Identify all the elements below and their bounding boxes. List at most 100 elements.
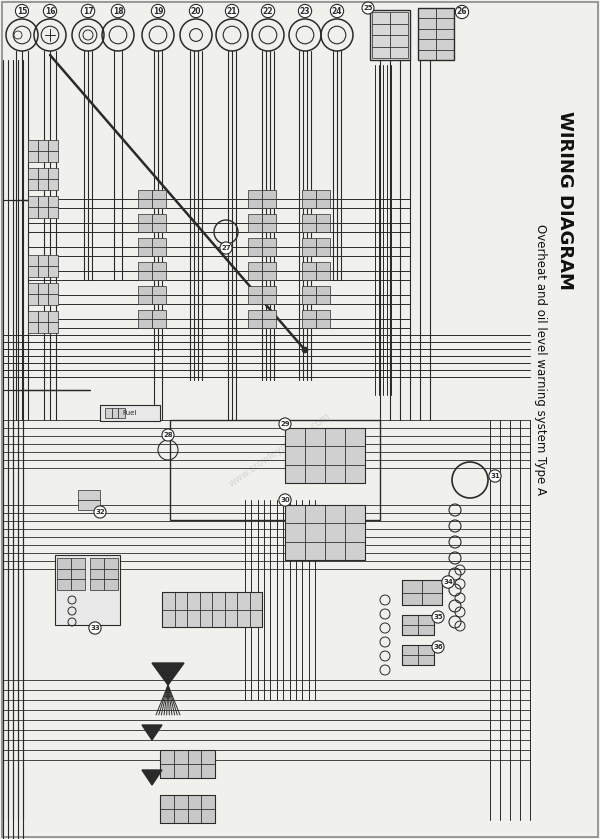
Bar bbox=[402, 580, 422, 592]
Bar bbox=[174, 750, 187, 764]
Bar bbox=[436, 18, 454, 29]
Bar bbox=[28, 207, 38, 218]
Bar bbox=[138, 286, 152, 295]
Bar bbox=[418, 645, 434, 655]
Bar bbox=[187, 609, 199, 627]
Bar bbox=[138, 199, 152, 208]
Bar bbox=[305, 465, 325, 483]
Bar bbox=[104, 569, 118, 580]
Text: 35: 35 bbox=[433, 614, 443, 620]
Bar bbox=[162, 592, 262, 627]
Bar bbox=[418, 18, 436, 29]
Bar bbox=[48, 294, 58, 305]
Bar bbox=[345, 446, 365, 465]
Bar bbox=[71, 580, 85, 590]
Bar bbox=[57, 569, 71, 580]
Bar bbox=[212, 592, 224, 609]
Bar bbox=[55, 555, 120, 625]
Bar bbox=[285, 542, 305, 560]
Bar bbox=[90, 580, 104, 590]
Bar bbox=[174, 795, 187, 809]
Bar bbox=[152, 238, 166, 247]
Bar bbox=[112, 408, 118, 418]
Bar bbox=[302, 319, 316, 328]
Bar bbox=[390, 46, 408, 58]
Bar bbox=[285, 428, 305, 446]
Bar bbox=[262, 262, 276, 271]
Bar bbox=[262, 286, 276, 295]
Bar bbox=[187, 795, 201, 809]
Bar bbox=[152, 295, 166, 304]
Bar bbox=[418, 655, 434, 665]
Bar bbox=[71, 558, 85, 569]
Bar bbox=[57, 558, 71, 569]
Bar bbox=[160, 809, 174, 823]
Bar bbox=[262, 238, 276, 247]
Bar bbox=[305, 428, 325, 446]
Text: 15: 15 bbox=[17, 7, 27, 15]
Bar bbox=[325, 465, 345, 483]
Bar bbox=[345, 505, 365, 524]
Bar bbox=[199, 609, 212, 627]
Text: www.crowleymarine.com: www.crowleymarine.com bbox=[227, 411, 333, 489]
Bar bbox=[28, 168, 38, 179]
Polygon shape bbox=[142, 770, 162, 785]
Bar bbox=[28, 140, 38, 151]
Bar bbox=[28, 151, 38, 162]
Bar bbox=[138, 271, 152, 280]
Bar bbox=[48, 196, 58, 207]
Bar bbox=[162, 592, 175, 609]
Bar bbox=[325, 542, 345, 560]
Bar bbox=[138, 295, 152, 304]
Bar bbox=[325, 446, 345, 465]
Bar bbox=[90, 569, 104, 580]
Bar bbox=[418, 8, 436, 18]
Bar bbox=[100, 405, 160, 421]
Text: 20: 20 bbox=[191, 7, 201, 15]
Bar bbox=[402, 625, 418, 635]
Bar bbox=[345, 428, 365, 446]
Bar bbox=[201, 764, 215, 778]
Text: 33: 33 bbox=[90, 625, 100, 631]
Bar bbox=[285, 524, 305, 542]
Bar bbox=[57, 580, 71, 590]
Bar bbox=[250, 592, 262, 609]
Bar bbox=[248, 238, 262, 247]
Bar bbox=[418, 39, 436, 50]
Bar bbox=[418, 29, 436, 39]
Bar bbox=[48, 179, 58, 190]
Bar bbox=[152, 214, 166, 223]
Bar bbox=[160, 750, 174, 764]
Bar bbox=[316, 247, 330, 256]
Text: 23: 23 bbox=[300, 7, 310, 15]
Bar bbox=[262, 199, 276, 208]
Bar bbox=[138, 319, 152, 328]
Bar bbox=[370, 10, 410, 60]
Bar bbox=[248, 271, 262, 280]
Bar bbox=[118, 408, 125, 418]
Bar bbox=[372, 46, 390, 58]
Bar bbox=[262, 223, 276, 232]
Text: 34: 34 bbox=[443, 579, 453, 585]
Bar bbox=[160, 764, 174, 778]
Text: 28: 28 bbox=[163, 432, 173, 438]
Bar bbox=[48, 322, 58, 333]
Bar bbox=[418, 615, 434, 625]
Bar bbox=[248, 199, 262, 208]
Bar bbox=[28, 322, 38, 333]
Bar bbox=[187, 750, 201, 764]
Bar bbox=[38, 283, 48, 294]
Bar bbox=[436, 50, 454, 60]
Bar bbox=[78, 490, 100, 500]
Bar bbox=[224, 609, 237, 627]
Bar bbox=[105, 408, 112, 418]
Bar bbox=[372, 35, 390, 46]
Polygon shape bbox=[142, 725, 162, 740]
Bar bbox=[237, 609, 250, 627]
Text: Fuel: Fuel bbox=[123, 410, 137, 416]
Bar bbox=[262, 295, 276, 304]
Bar bbox=[302, 190, 316, 199]
Bar bbox=[316, 238, 330, 247]
Text: Overheat and oil level warning system Type A: Overheat and oil level warning system Ty… bbox=[533, 225, 547, 496]
Bar bbox=[138, 238, 152, 247]
